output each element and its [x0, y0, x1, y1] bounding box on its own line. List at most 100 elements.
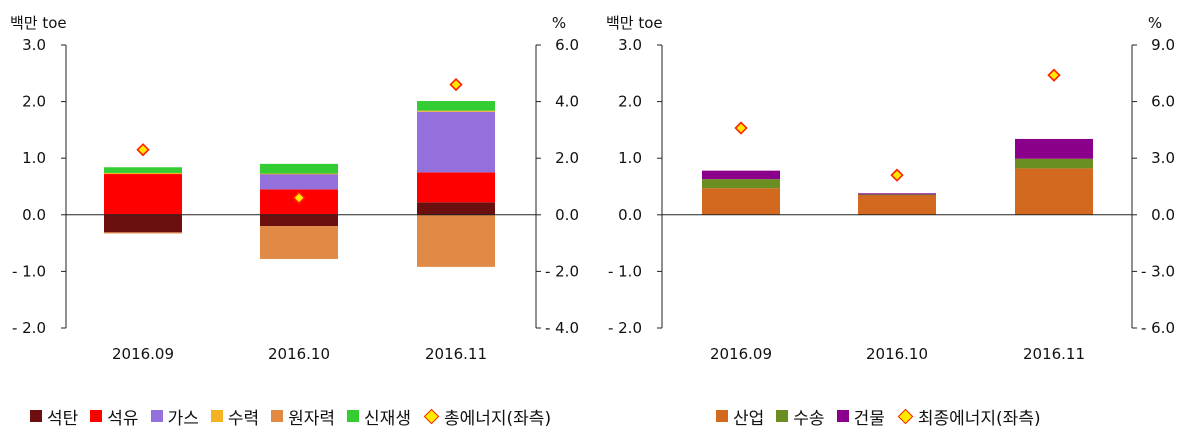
- chart2-bar-industry-2016.09: [702, 188, 780, 215]
- legend-label: 원자력: [288, 408, 336, 429]
- legend-item: 수력: [210, 404, 260, 429]
- legend-item: 산업: [716, 404, 764, 429]
- chart1-bar-nuclear-2016.09: [104, 232, 182, 234]
- legend-item: 석탄: [30, 404, 78, 429]
- chart2-left-tick-label: - 2.0: [608, 319, 642, 337]
- chart2-right-tick-label: 3.0: [1151, 149, 1175, 167]
- legend-item: 가스: [150, 404, 199, 429]
- legend-label: 건물: [853, 408, 885, 429]
- chart2-right-tick-label: 6.0: [1151, 93, 1175, 111]
- legend-label: 가스: [167, 408, 199, 429]
- chart1-left-tick-label: - 2.0: [12, 319, 46, 337]
- legend-label: 최종에너지(좌측): [917, 408, 1041, 429]
- chart1-left-tick-label: - 1.0: [12, 262, 46, 280]
- legend-swatch: [271, 410, 284, 422]
- chart1-bar-nuclear-2016.11: [417, 214, 495, 267]
- chart1-bar-renewable-2016.09: [104, 167, 182, 173]
- chart1-category-label: 2016.09: [112, 345, 174, 363]
- chart1-bar-renewable-2016.11: [417, 101, 495, 111]
- legend-item-marker: 총에너지(좌측): [423, 404, 551, 429]
- chart2-bar-transport-2016.09: [702, 179, 780, 189]
- legend-diamond-icon: [897, 408, 914, 424]
- chart1-left-tick-label: 0.0: [22, 206, 46, 224]
- chart2-bar-transport-2016.11: [1015, 158, 1093, 169]
- chart1-bar-coal-2016.10: [260, 214, 338, 227]
- chart1-left-unit-label: 백만 toe: [10, 14, 67, 32]
- legend-label: 총에너지(좌측): [443, 408, 552, 429]
- chart1-left-tick-label: 3.0: [22, 36, 46, 54]
- legend-swatch: [30, 410, 42, 422]
- chart1-category-label: 2016.11: [425, 345, 487, 363]
- chart1-right-tick-label: 2.0: [555, 149, 579, 167]
- chart2-left-tick-label: - 1.0: [608, 262, 642, 280]
- chart2-bar-transport-2016.10: [858, 194, 936, 196]
- chart1-bar-hydro-2016.10: [260, 173, 338, 175]
- legend-diamond-icon: [423, 408, 440, 424]
- chart2-left-tick-label: 1.0: [618, 149, 642, 167]
- charts-canvas: 백만 toe % 3.0 2.0 1.0 0.0 - 1.0 - 2.0 6.0 4.0 2.0 0.…: [10, 14, 1175, 363]
- chart1-bar-coal-2016.11: [417, 202, 495, 215]
- legend-item: 수송: [776, 404, 825, 429]
- legend-right-chart: 산업 수송 건물 최종에너지(좌측): [716, 399, 1053, 433]
- legend-item: 원자력: [271, 404, 335, 429]
- chart2-marker-2016.11: [1047, 68, 1061, 82]
- chart1-right-tick-label: - 2.0: [545, 262, 579, 280]
- chart1-marker-2016.10: [292, 191, 306, 205]
- chart2-left-unit-label: 백만 toe: [606, 14, 663, 32]
- chart2-left-tick-label: 3.0: [618, 36, 642, 54]
- legend-label: 석유: [107, 408, 139, 429]
- legend-label: 수송: [793, 408, 825, 429]
- chart2-category-label: 2016.10: [866, 345, 928, 363]
- chart2-category-label: 2016.11: [1023, 345, 1085, 363]
- legend-item: 건물: [836, 404, 885, 429]
- chart1-bar-oil-2016.09: [104, 174, 182, 215]
- legend-swatch: [836, 410, 849, 422]
- chart1-bar-gas-2016.11: [417, 111, 495, 173]
- chart1-right-unit-label: %: [552, 14, 566, 32]
- legend-swatch: [716, 410, 728, 422]
- legend-label: 수력: [227, 408, 260, 429]
- chart2-right-tick-label: 9.0: [1151, 36, 1175, 54]
- chart2-bar-industry-2016.10: [858, 194, 936, 215]
- legend-label: 석탄: [47, 408, 79, 429]
- legend-swatch: [776, 410, 789, 422]
- chart2-right-tick-label: - 3.0: [1141, 262, 1175, 280]
- chart1-bar-renewable-2016.10: [260, 163, 338, 174]
- chart2-bar-building-2016.10: [858, 193, 936, 195]
- chart1-bar-hydro-2016.09: [104, 172, 182, 175]
- chart1-right-tick-label: 4.0: [555, 93, 579, 111]
- chart1-left-tick-label: 2.0: [22, 93, 46, 111]
- chart1-marker-2016.09: [136, 143, 150, 157]
- chart1-left-tick-label: 1.0: [22, 149, 46, 167]
- chart2-category-label: 2016.09: [710, 345, 772, 363]
- legend-label: 신재생: [364, 408, 411, 429]
- legend-item-marker: 최종에너지(좌측): [897, 404, 1041, 429]
- legend-item: 석유: [90, 404, 139, 429]
- chart1-bar-oil-2016.11: [417, 172, 495, 203]
- chart2-left-tick-label: 2.0: [618, 93, 642, 111]
- chart1-bar-hydro-2016.11: [417, 110, 495, 112]
- chart1-bar-coal-2016.09: [104, 214, 182, 233]
- legend-label: 산업: [733, 408, 765, 429]
- legend-swatch: [90, 410, 103, 422]
- chart2-bar-industry-2016.11: [1015, 168, 1093, 215]
- chart1-right-tick-label: 6.0: [555, 36, 579, 54]
- legend-item: 신재생: [347, 404, 411, 429]
- chart2-bar-building-2016.11: [1015, 138, 1093, 159]
- chart2-left-tick-label: 0.0: [618, 206, 642, 224]
- legend-left-chart: 석탄 석유 가스 수력 원자력 신재생 총에너지(좌측): [30, 399, 563, 433]
- chart2-bar-building-2016.09: [702, 170, 780, 180]
- legend-swatch: [150, 410, 163, 422]
- chart1-category-label: 2016.10: [268, 345, 330, 363]
- chart1-bar-nuclear-2016.10: [260, 226, 338, 259]
- chart2-right-tick-label: - 6.0: [1141, 319, 1175, 337]
- legend-swatch: [210, 410, 223, 422]
- chart2-right-unit-label: %: [1148, 14, 1162, 32]
- chart1-right-tick-label: 0.0: [555, 206, 579, 224]
- chart1-bar-gas-2016.10: [260, 174, 338, 190]
- chart1-right-tick-label: - 4.0: [545, 319, 579, 337]
- chart2-marker-2016.10: [890, 168, 904, 182]
- chart2-marker-2016.09: [734, 121, 748, 135]
- chart1-marker-2016.11: [449, 77, 463, 92]
